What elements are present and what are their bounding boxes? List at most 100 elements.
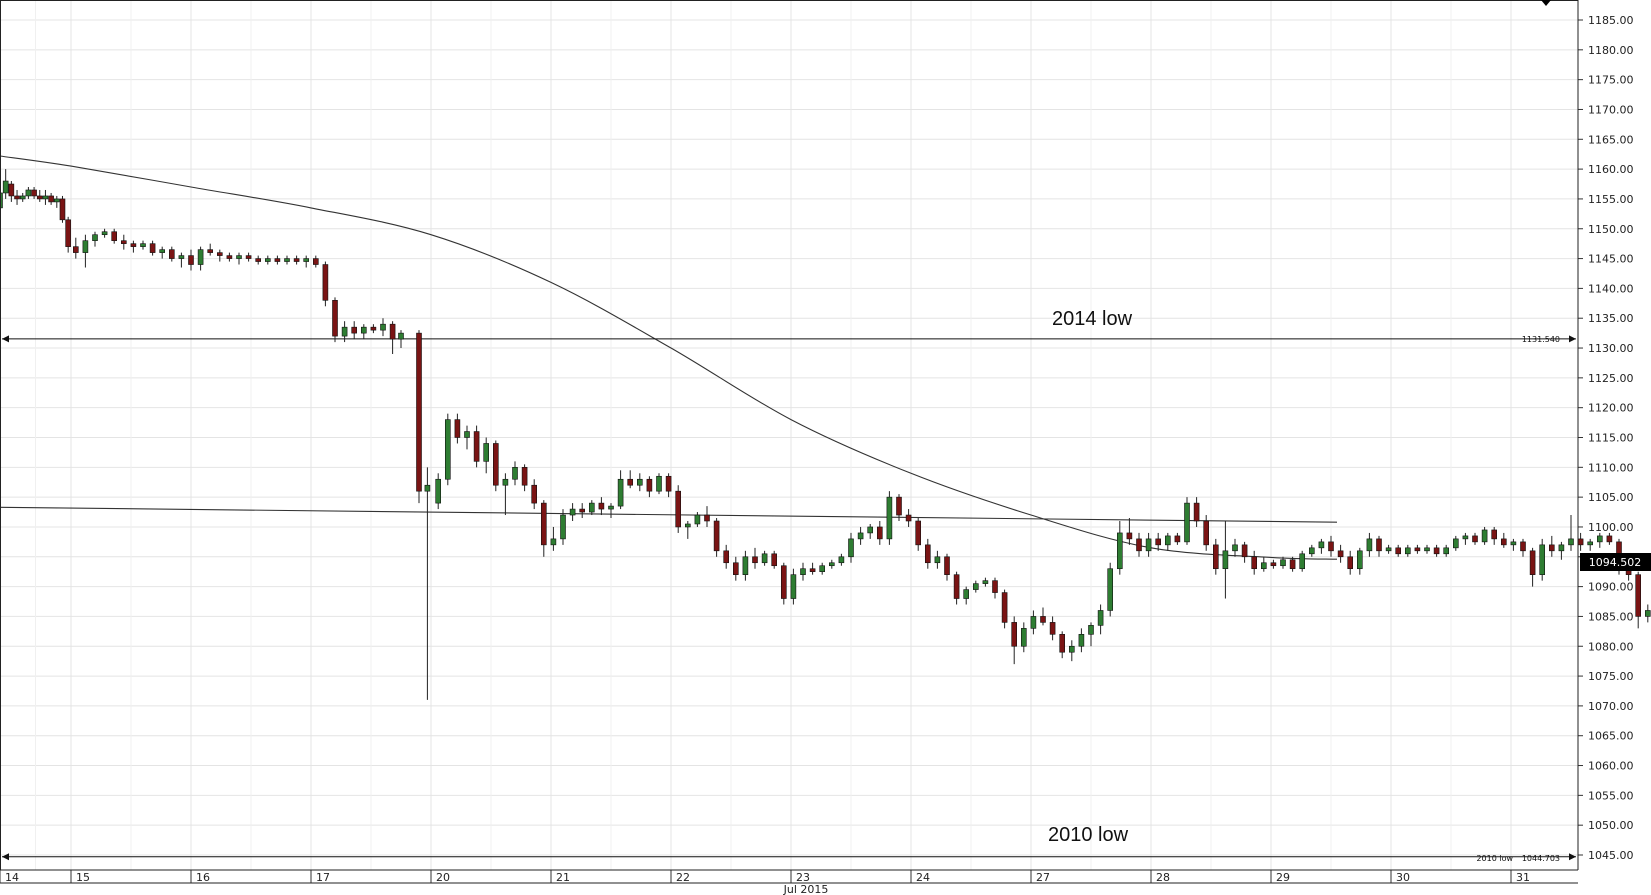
candle-body (588, 502, 595, 513)
candle-body (1020, 628, 1027, 647)
candle-body (1357, 550, 1363, 570)
y-tick-label: 1105.00 (1588, 491, 1634, 504)
candle-body (1145, 538, 1152, 552)
candle-body (896, 496, 902, 516)
scroll-marker-icon (1541, 0, 1551, 6)
candle-body (25, 189, 32, 197)
candle-body (1193, 502, 1200, 522)
candle-body (1597, 535, 1603, 543)
candle-body (1289, 559, 1296, 570)
candle-body (1328, 541, 1334, 552)
candle-body (207, 249, 213, 253)
candle-body (953, 574, 960, 599)
candle-body (684, 523, 691, 528)
candlesticks (0, 169, 1651, 700)
candle-body (1222, 550, 1229, 570)
candle-body (1251, 556, 1257, 570)
x-tick-label: 28 (1156, 871, 1170, 884)
candle-body (1184, 502, 1190, 543)
candle-body (790, 574, 797, 599)
candle-body (857, 532, 864, 540)
x-tick-label: 14 (5, 871, 19, 884)
candle-body (1088, 625, 1094, 635)
x-tick-label: 29 (1276, 871, 1290, 884)
candle-body (424, 484, 431, 492)
candle-body (1117, 532, 1123, 570)
candle-body (617, 478, 624, 507)
candle-body (569, 508, 576, 516)
axes: 1045.00 1050.00 1055.00 1060.00 1065.00 1070.… (0, 0, 1634, 884)
y-tick-label: 1100.00 (1588, 521, 1634, 534)
candle-body (944, 556, 950, 575)
candle-body (1318, 541, 1325, 549)
x-tick-label: 23 (796, 871, 810, 884)
level-arrow-left-icon (2, 335, 9, 343)
moving-average-long-line (0, 155, 1338, 560)
candle-body (992, 580, 998, 593)
candle-body (1280, 559, 1286, 567)
candle-body (1001, 592, 1008, 623)
candle-body (819, 565, 826, 572)
candle-body (1539, 544, 1545, 575)
candle-body (1558, 544, 1565, 552)
candle-body (101, 231, 108, 236)
candle-body (732, 562, 739, 575)
candle-body (389, 323, 396, 340)
y-tick-label: 1140.00 (1588, 282, 1634, 295)
y-tick-label: 1165.00 (1588, 133, 1634, 146)
y-tick-label: 1085.00 (1588, 610, 1634, 623)
candle-body (42, 195, 49, 200)
candle-body (59, 198, 66, 221)
y-tick-label: 1065.00 (1588, 730, 1634, 743)
y-tick-label: 1185.00 (1588, 14, 1634, 27)
candle-body (646, 478, 653, 492)
candle-body (1049, 622, 1056, 635)
candle-body (274, 258, 281, 262)
moving-average-short-line (0, 506, 1338, 523)
level-arrow-right-icon (1569, 335, 1576, 343)
candle-body (1040, 616, 1046, 623)
candle-body (1462, 535, 1469, 540)
x-tick-label: 17 (316, 871, 330, 884)
candle-body (226, 255, 233, 259)
candle-body (92, 234, 98, 241)
candle-body (560, 514, 566, 540)
candle-body (284, 258, 290, 262)
candle-body (675, 490, 682, 528)
candle-body (1395, 547, 1401, 555)
current-price-label: 1094.502 (1589, 556, 1642, 569)
candle-body (53, 198, 60, 203)
candle-body (236, 255, 242, 259)
candle-body (809, 568, 816, 572)
candle-body (111, 231, 117, 241)
candle-body (694, 514, 701, 525)
candle-body (1097, 610, 1104, 626)
candle-body (36, 195, 43, 200)
candle-body (1069, 645, 1075, 653)
candle-body (197, 249, 204, 265)
candle-body (761, 553, 768, 564)
candle-body (1520, 541, 1526, 552)
candle-body (848, 538, 854, 558)
candle-body (665, 475, 672, 492)
x-tick-label: 27 (1036, 871, 1050, 884)
candle-body (704, 514, 710, 522)
x-tick-label: 16 (196, 871, 210, 884)
y-tick-label: 1075.00 (1588, 670, 1634, 683)
candle-body (608, 505, 614, 510)
y-tick-label: 1125.00 (1588, 372, 1634, 385)
gridlines (0, 0, 1578, 870)
candle-body (838, 556, 845, 564)
candle-body (1606, 535, 1613, 543)
candle-body (1635, 574, 1641, 617)
y-tick-label: 1120.00 (1588, 402, 1634, 415)
candle-body (140, 243, 146, 247)
candle-body (1424, 547, 1430, 552)
candle-body (217, 252, 223, 256)
candle-body (1165, 535, 1171, 546)
annotation-2010-low: 2010 low (1048, 824, 1129, 846)
candle-body (1549, 544, 1555, 552)
y-tick-label: 1170.00 (1588, 103, 1634, 116)
candle-body (1232, 544, 1238, 552)
